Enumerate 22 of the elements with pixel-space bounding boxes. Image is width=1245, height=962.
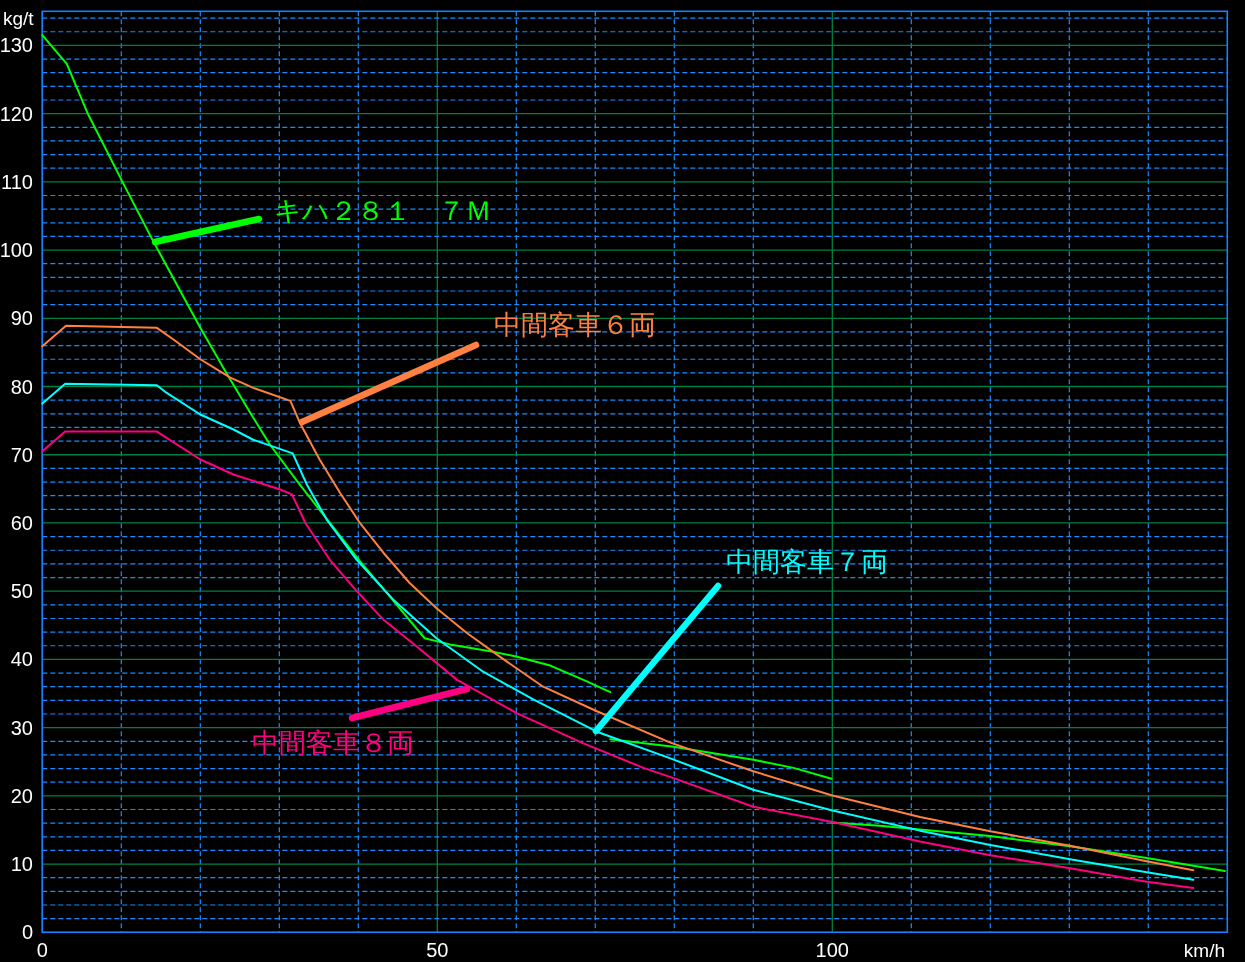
y-axis-title: kg/t: [3, 7, 35, 29]
y-tick-label: 60: [10, 511, 33, 534]
y-tick-label: 110: [1, 170, 33, 193]
y-tick-label: 40: [10, 648, 33, 671]
series-label: 中間客車６両: [494, 310, 656, 340]
y-tick-label: 50: [10, 580, 33, 603]
y-tick-label: 30: [10, 716, 33, 739]
x-tick-label: 0: [36, 939, 48, 961]
y-tick-label: 90: [10, 307, 33, 330]
x-axis-title: km/h: [1183, 939, 1225, 961]
x-tick-label: 50: [426, 939, 449, 961]
y-tick-label: 0: [21, 921, 33, 944]
y-tick-label: 120: [0, 102, 33, 125]
y-tick-label: 70: [10, 443, 33, 466]
series-label: キハ２８１ ７Ｍ: [274, 196, 492, 226]
y-tick-label: 100: [0, 239, 33, 262]
y-tick-label: 80: [10, 375, 33, 398]
y-tick-label: 10: [10, 853, 33, 876]
x-tick-label: 100: [815, 939, 849, 961]
y-tick-label: 130: [0, 34, 33, 57]
y-tick-label: 20: [10, 784, 33, 807]
series-label: 中間客車７両: [726, 547, 888, 577]
